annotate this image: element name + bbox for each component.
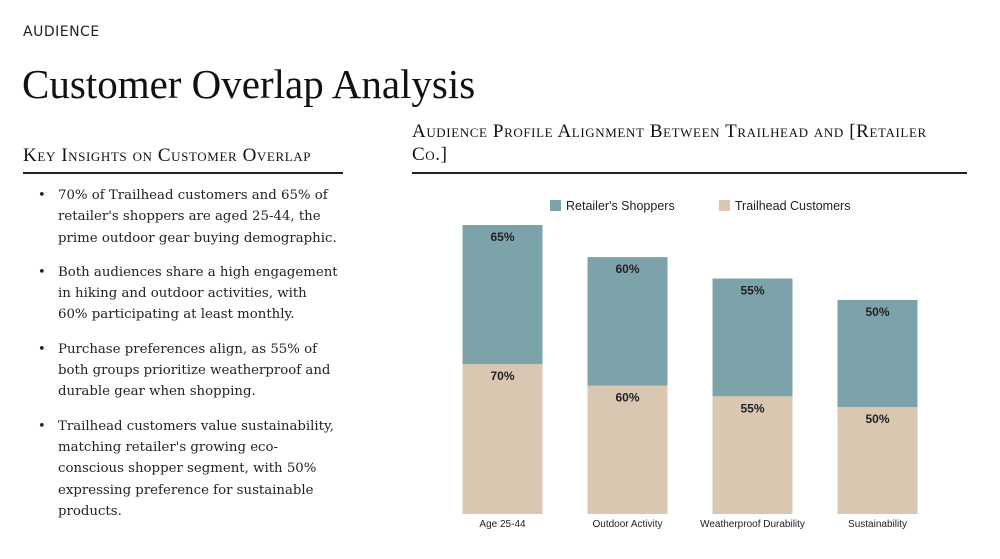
insight-text: Trailhead customers value sustainability… [58,418,334,519]
insights-list: • 70% of Trailhead customers and 65% of r… [38,185,338,535]
section-eyebrow: AUDIENCE [23,24,100,40]
data-label: 55% [740,401,764,415]
legend-swatch [718,200,730,211]
insights-heading-rule [23,172,343,174]
bar-retailer [837,299,918,407]
legend-label: Retailer's Shoppers [566,199,675,213]
chart-canvas: Retailer's Shoppers Trailhead Customers 70… [462,199,918,530]
bar-retailer [587,257,668,386]
bullet-icon: • [38,341,46,357]
insights-heading: Key Insights on Customer Overlap [23,145,312,166]
bullet-icon: • [38,264,46,280]
bullet-icon: • [38,188,46,203]
insight-item: • Both audiences share a high engagement … [38,262,338,326]
bar-trailhead [712,396,793,514]
bar-trailhead [462,364,543,514]
data-label: 60% [615,262,639,276]
data-label: 70% [490,369,514,383]
data-label: 65% [490,230,514,244]
bar-retailer [462,225,543,365]
insight-text: 70% of Trailhead customers and 65% of re… [58,188,337,246]
data-label: 60% [615,391,639,405]
insight-item: • Trailhead customers value sustainabilit… [38,416,338,522]
insight-text: Both audiences share a high engagement i… [58,264,338,323]
legend-label: Trailhead Customers [735,199,851,213]
stacked-bar-chart: Retailer's Shoppers Trailhead Customers 70… [412,185,967,535]
legend-swatch [550,200,561,211]
chart-heading: Audience Profile Alignment Between Trail… [412,121,927,165]
bullet-icon: • [38,418,46,434]
x-tick-label: Weatherproof Durability [700,519,805,530]
data-label: 55% [740,284,764,298]
x-tick-label: Outdoor Activity [592,519,662,530]
insight-text: Purchase preferences align, as 55% of bo… [58,341,331,400]
page-title: Customer Overlap Analysis [22,61,476,107]
insight-item: • 70% of Trailhead customers and 65% of r… [38,185,338,249]
insight-item: • Purchase preferences align, as 55% of b… [38,339,338,403]
bar-trailhead [587,385,668,514]
x-tick-label: Age 25-44 [479,519,526,530]
bar-trailhead [837,406,918,514]
bar-retailer [712,278,793,397]
data-label: 50% [865,305,889,319]
chart-heading-rule [412,172,967,174]
data-label: 50% [865,412,889,426]
x-tick-label: Sustainability [848,519,907,530]
